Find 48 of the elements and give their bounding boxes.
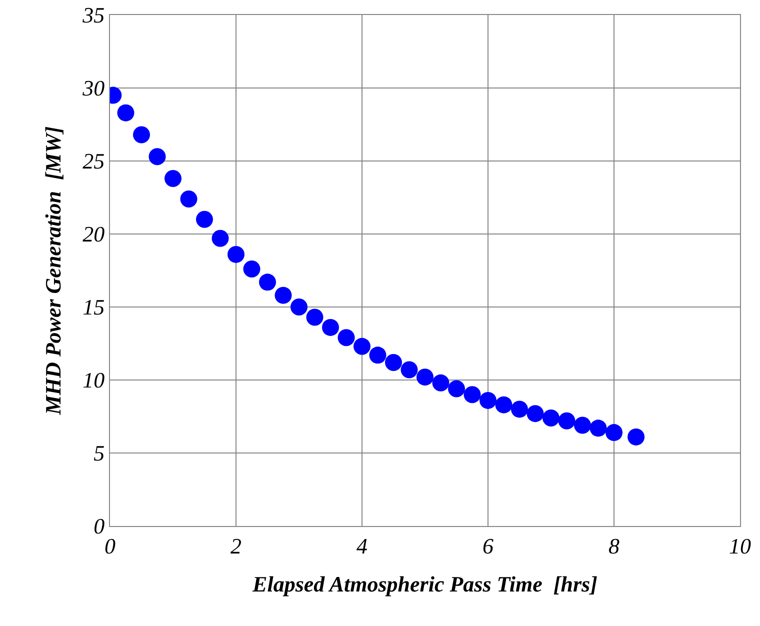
point — [259, 274, 276, 291]
point — [464, 386, 481, 404]
point — [338, 329, 355, 346]
point — [117, 104, 134, 122]
x-tick-label: 4 — [356, 533, 368, 558]
y-tick-label: 30 — [82, 76, 105, 101]
point — [369, 346, 386, 364]
y-axis-title: MHD Power Generation [MW] — [40, 126, 66, 416]
point — [306, 308, 324, 326]
point — [164, 170, 182, 188]
y-tick-label: 0 — [94, 514, 105, 539]
y-tick-label: 15 — [82, 294, 105, 320]
y-tick-label: 10 — [82, 368, 105, 393]
point — [322, 318, 339, 336]
point — [542, 409, 560, 426]
point — [354, 338, 370, 355]
y-tick-label: 35 — [82, 2, 105, 28]
y-tick-label: 5 — [94, 440, 105, 466]
point — [432, 374, 450, 392]
point — [212, 230, 229, 247]
point — [400, 361, 418, 378]
point — [180, 190, 198, 208]
point — [480, 392, 496, 409]
y-tick-label: 20 — [82, 222, 105, 247]
point — [511, 400, 528, 418]
point — [274, 286, 292, 304]
point — [526, 405, 544, 422]
x-tick-label: 2 — [230, 533, 242, 558]
point — [133, 126, 150, 144]
x-tick-label: 6 — [482, 533, 494, 558]
point — [590, 420, 607, 437]
point — [290, 298, 308, 316]
point — [574, 416, 591, 434]
x-tick-label: 8 — [608, 533, 620, 558]
y-tick-label: 25 — [82, 148, 105, 174]
point — [606, 424, 622, 442]
x-tick-label: 10 — [729, 533, 751, 558]
point — [243, 260, 260, 278]
point — [196, 210, 213, 228]
point — [495, 396, 512, 414]
point — [228, 246, 244, 263]
point — [416, 368, 434, 386]
point — [558, 412, 576, 430]
point — [148, 148, 166, 166]
point — [385, 354, 402, 371]
point — [448, 380, 465, 398]
x-axis-title: Elapsed Atmospheric Pass Time [hrs] — [252, 571, 598, 596]
point — [628, 428, 645, 446]
